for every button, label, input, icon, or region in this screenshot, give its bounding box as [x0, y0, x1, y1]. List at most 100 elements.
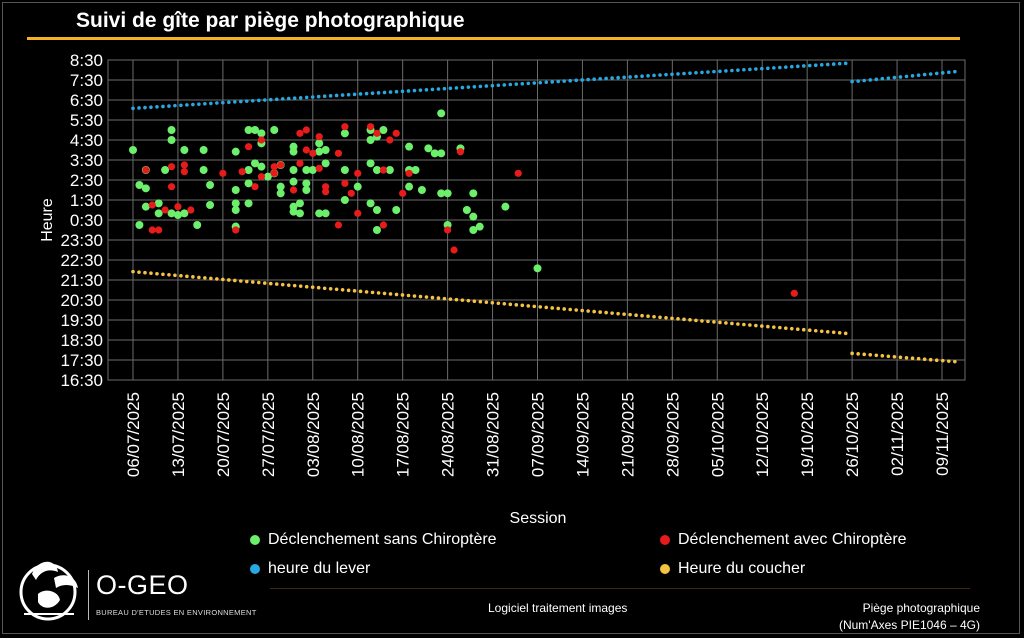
point-avec-chiroptere [289, 186, 298, 194]
sunset-point [898, 355, 903, 360]
y-tick-label: 17:30 [60, 351, 103, 370]
point-sans-chiroptere [315, 147, 324, 156]
sunset-point [922, 357, 927, 362]
point-sans-chiroptere [244, 126, 253, 134]
sunset-point [544, 305, 549, 310]
sunset-point [406, 293, 411, 298]
sunset-point [837, 331, 842, 335]
point-avec-chiroptere [334, 149, 343, 157]
x-tick-label: 05/10/2025 [708, 392, 727, 477]
sunset-point [340, 288, 345, 292]
point-sans-chiroptere [340, 166, 349, 174]
sunset-point [574, 308, 578, 312]
sunset-point [850, 351, 854, 356]
point-sans-chiroptere [244, 199, 253, 208]
sunrise-point [233, 100, 237, 104]
sunset-point [137, 270, 141, 274]
y-tick-label: 6:30 [70, 91, 103, 110]
sunrise-point [795, 64, 800, 69]
sunset-point [538, 305, 543, 309]
sunrise-point [813, 63, 818, 68]
y-tick-label: 18:30 [60, 331, 103, 350]
point-avec-chiroptere [315, 133, 323, 141]
point-sans-chiroptere [475, 222, 484, 231]
sunrise-point [298, 95, 303, 100]
sunset-point [370, 290, 375, 295]
sunrise-point [928, 72, 933, 76]
sunset-point [766, 324, 770, 329]
legend-item-sans: Déclenchement sans Chiroptère [250, 531, 497, 549]
sunrise-point [316, 94, 321, 99]
point-avec-chiroptere [309, 149, 317, 157]
sunset-point [328, 286, 333, 291]
point-avec-chiroptere [386, 136, 394, 144]
sunset-point [801, 327, 806, 332]
point-sans-chiroptere [469, 189, 478, 198]
sunset-point [292, 283, 297, 288]
point-sans-chiroptere [340, 196, 349, 204]
point-sans-chiroptere [270, 126, 279, 134]
sunrise-point [508, 82, 513, 87]
point-sans-chiroptere [135, 221, 144, 229]
y-tick-label: 3:30 [70, 151, 103, 170]
sunrise-point [532, 81, 537, 85]
x-tick-label: 27/07/2025 [259, 392, 278, 477]
point-sans-chiroptere [173, 211, 182, 219]
sunset-point [322, 286, 327, 291]
sunset-point [532, 304, 537, 309]
point-avec-chiroptere [238, 168, 246, 176]
sunrise-point [946, 70, 951, 75]
sunset-point [502, 301, 507, 306]
point-avec-chiroptere [399, 189, 407, 197]
point-avec-chiroptere [366, 123, 375, 131]
point-sans-chiroptere [417, 186, 426, 194]
point-avec-chiroptere [315, 164, 323, 172]
sunrise-point [155, 105, 159, 109]
sunset-point [688, 318, 692, 322]
sunset-point [622, 312, 626, 316]
point-avec-chiroptere [142, 166, 150, 174]
sunset-point [304, 284, 309, 289]
sunset-point [664, 315, 668, 320]
sunset-point [227, 278, 231, 282]
point-sans-chiroptere [231, 206, 240, 214]
sunset-point [807, 328, 812, 333]
sunset-point [203, 276, 207, 280]
point-sans-chiroptere [379, 126, 388, 134]
sunrise-point [819, 63, 824, 67]
sunset-point [520, 303, 525, 308]
point-avec-chiroptere [354, 169, 362, 177]
point-avec-chiroptere [219, 169, 227, 177]
sunrise-point [801, 64, 806, 68]
sunrise-point [730, 68, 734, 73]
sunrise-point [239, 99, 243, 104]
sunrise-point [940, 71, 945, 75]
sunset-point [652, 314, 656, 319]
point-sans-chiroptere [129, 146, 137, 154]
sunrise-point [490, 83, 495, 88]
sunrise-point [292, 96, 297, 100]
point-avec-chiroptere [322, 188, 330, 196]
sunrise-point [568, 78, 572, 83]
sunset-point [454, 297, 459, 302]
sunrise-point [274, 97, 279, 102]
legend-marker-lever [250, 563, 260, 574]
point-avec-chiroptere [257, 173, 266, 181]
sunrise-point [598, 77, 602, 81]
sunrise-point [789, 64, 794, 69]
sunrise-point [754, 67, 758, 71]
sunrise-point [556, 79, 561, 84]
point-sans-chiroptere [199, 146, 208, 154]
sunset-point [352, 289, 357, 293]
point-sans-chiroptere [289, 207, 298, 216]
sunset-point [646, 314, 650, 319]
sunrise-point [322, 94, 327, 99]
sunrise-point [197, 102, 201, 106]
sunrise-point [448, 86, 453, 91]
sunset-point [131, 269, 135, 274]
point-sans-chiroptere [443, 221, 452, 229]
sunrise-point [286, 96, 291, 101]
point-sans-chiroptere [437, 149, 446, 158]
sunset-point [940, 358, 945, 363]
sunrise-point [706, 70, 710, 74]
